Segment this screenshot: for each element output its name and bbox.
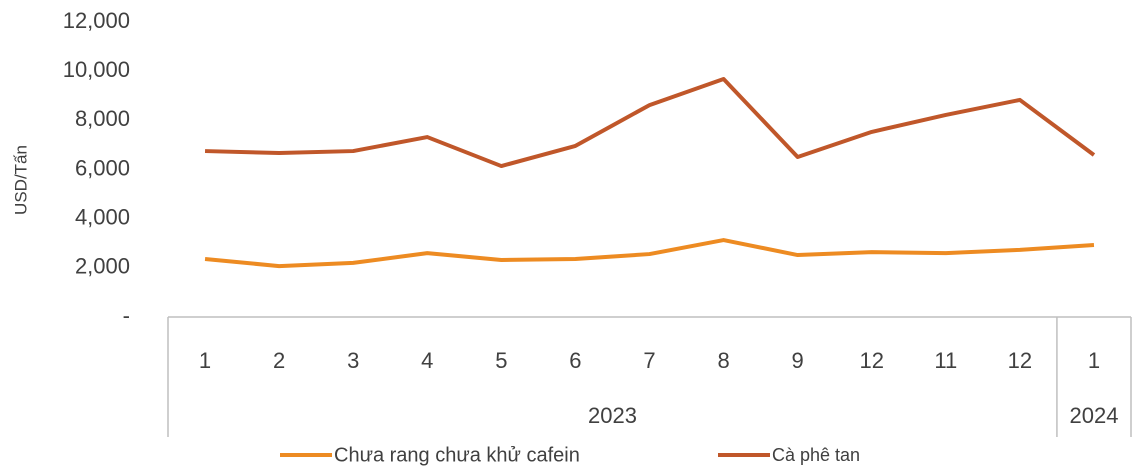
x-tick-label: 3 [347, 348, 359, 373]
y-tick-label: 2,000 [75, 254, 130, 279]
x-tick-label: 12 [1008, 348, 1032, 373]
y-tick-label: 6,000 [75, 155, 130, 180]
line-series [204, 77, 1096, 169]
x-tick-label: 12 [859, 348, 883, 373]
group-label: 2023 [588, 403, 637, 428]
y-tick-label: 10,000 [63, 57, 130, 82]
y-tick-label: 12,000 [63, 8, 130, 33]
legend-label: Chưa rang chưa khử cafein [334, 444, 580, 466]
y-tick-label: 8,000 [75, 106, 130, 131]
legend-label: Cà phê tan [772, 445, 860, 465]
x-tick-label: 6 [569, 348, 581, 373]
x-tick-label: 8 [717, 348, 729, 373]
x-tick-label: 2 [273, 348, 285, 373]
x-tick-label: 7 [643, 348, 655, 373]
x-tick-label: 4 [421, 348, 433, 373]
x-tick-label: 11 [934, 348, 957, 373]
x-tick-label: 1 [1088, 348, 1100, 373]
group-label: 2024 [1069, 403, 1118, 428]
line-series [204, 238, 1095, 269]
y-tick-label: - [123, 303, 130, 328]
y-tick-label: 4,000 [75, 204, 130, 229]
x-tick-label: 1 [199, 348, 211, 373]
x-tick-label: 9 [792, 348, 804, 373]
y-axis-title: USD/Tấn [11, 145, 30, 215]
x-tick-label: 5 [495, 348, 507, 373]
